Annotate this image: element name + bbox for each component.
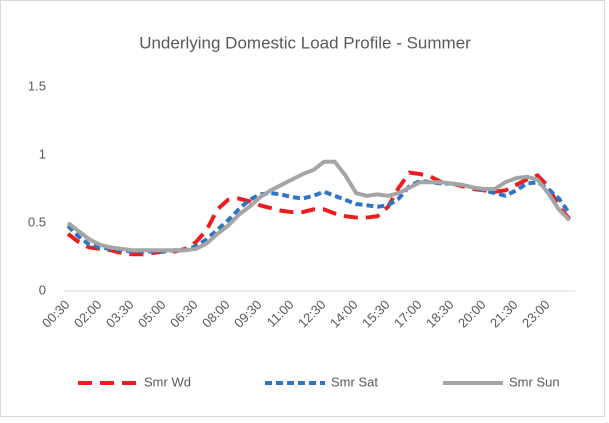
y-tick-label: 1 [39,146,46,161]
y-tick-label: 0 [39,282,46,297]
chart-border [0,0,605,417]
legend-label: Smr Sun [509,374,560,389]
y-tick-label: 1.5 [28,78,46,93]
chart-title: Underlying Domestic Load Profile - Summe… [139,33,471,52]
line-series [66,159,571,253]
legend-label: Smr Sat [331,374,378,389]
y-tick-label: 0.5 [28,214,46,229]
legend-label: Smr Wd [144,374,191,389]
